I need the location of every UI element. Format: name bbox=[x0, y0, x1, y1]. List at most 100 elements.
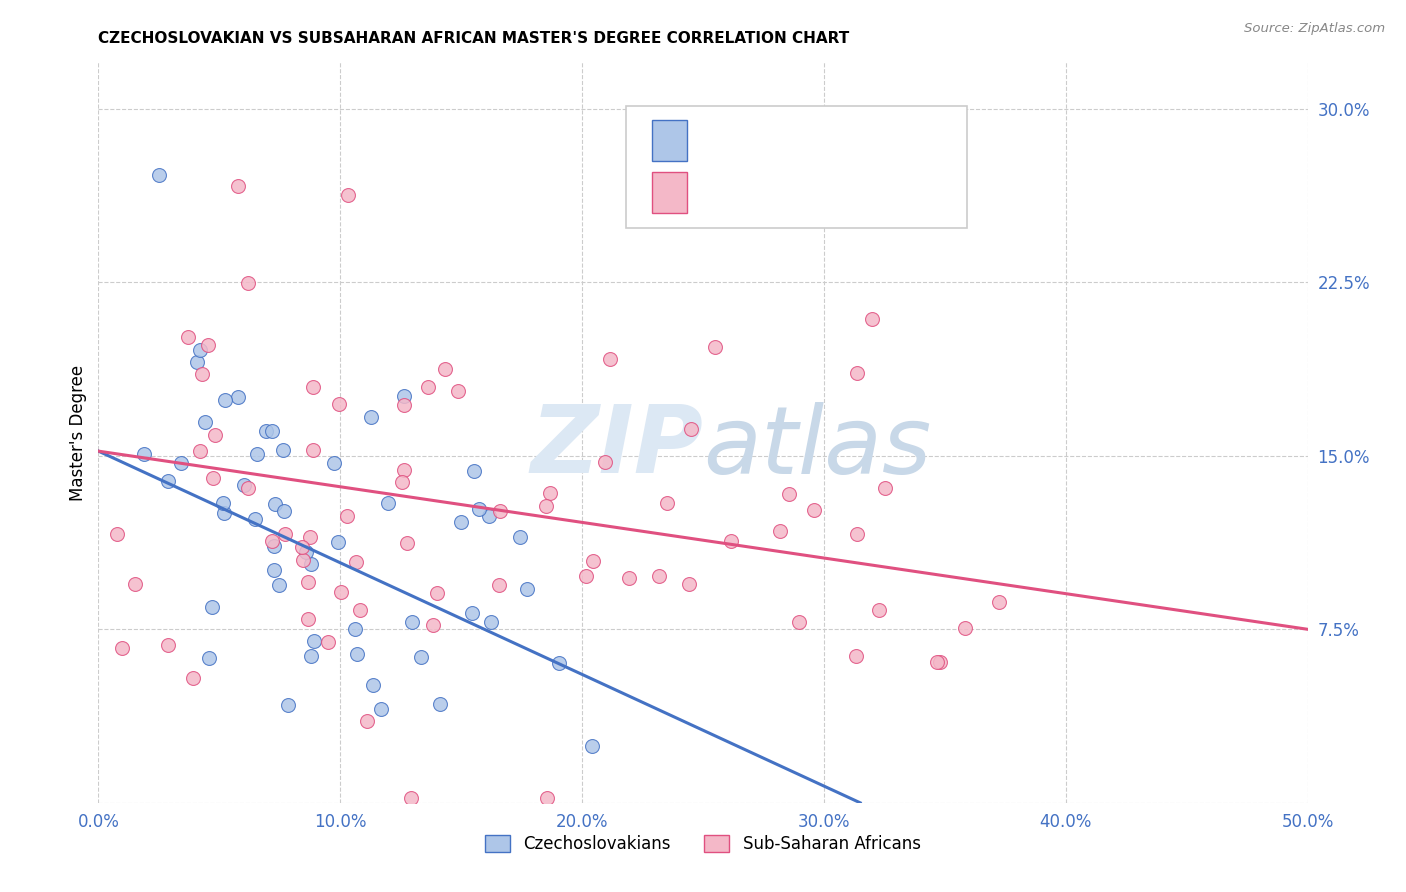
Point bbox=[197, 338, 219, 352]
Point bbox=[396, 536, 419, 550]
Point bbox=[392, 389, 415, 403]
Point bbox=[538, 485, 561, 500]
Point bbox=[377, 495, 399, 509]
Point bbox=[599, 351, 621, 366]
Point bbox=[263, 539, 285, 553]
Point bbox=[297, 612, 319, 626]
Point bbox=[214, 392, 236, 407]
Point bbox=[434, 362, 457, 376]
Point bbox=[212, 506, 235, 520]
Point bbox=[681, 422, 703, 436]
Point bbox=[201, 471, 224, 485]
Text: Source: ZipAtlas.com: Source: ZipAtlas.com bbox=[1244, 22, 1385, 36]
Point bbox=[246, 447, 269, 461]
Point bbox=[343, 622, 366, 636]
Text: N =: N = bbox=[837, 131, 877, 150]
Text: 72: 72 bbox=[882, 183, 908, 202]
Point bbox=[304, 633, 326, 648]
Point bbox=[581, 554, 603, 568]
Point bbox=[291, 540, 314, 554]
Point bbox=[463, 464, 485, 478]
Point bbox=[336, 509, 359, 524]
Point bbox=[617, 571, 640, 585]
Text: 51: 51 bbox=[882, 131, 908, 150]
Point bbox=[105, 527, 128, 541]
Point bbox=[392, 463, 415, 477]
Point bbox=[157, 638, 180, 652]
Point bbox=[273, 504, 295, 518]
Point bbox=[349, 603, 371, 617]
Point bbox=[194, 415, 217, 429]
Point bbox=[186, 355, 208, 369]
Point bbox=[536, 791, 558, 805]
Point bbox=[787, 615, 810, 630]
Point bbox=[298, 530, 321, 544]
Point bbox=[276, 698, 298, 712]
Point bbox=[264, 497, 287, 511]
Point bbox=[953, 622, 976, 636]
Point bbox=[478, 508, 501, 523]
Point bbox=[111, 641, 134, 656]
Point bbox=[581, 739, 603, 753]
Point bbox=[447, 384, 470, 398]
Text: atlas: atlas bbox=[703, 402, 931, 493]
Point bbox=[846, 527, 869, 541]
Legend: Czechoslovakians, Sub-Saharan Africans: Czechoslovakians, Sub-Saharan Africans bbox=[477, 826, 929, 861]
Text: N =: N = bbox=[837, 183, 877, 202]
Point bbox=[204, 427, 226, 442]
Point bbox=[769, 524, 792, 538]
Point bbox=[188, 343, 211, 357]
Point bbox=[548, 656, 571, 670]
Point bbox=[233, 477, 256, 491]
Point bbox=[422, 617, 444, 632]
Point bbox=[176, 330, 198, 344]
Point bbox=[450, 515, 472, 529]
Point bbox=[488, 503, 510, 517]
Point bbox=[299, 648, 322, 663]
Point bbox=[925, 655, 948, 669]
Point bbox=[328, 397, 350, 411]
Point bbox=[846, 366, 869, 380]
Point bbox=[316, 635, 339, 649]
Point bbox=[295, 544, 318, 558]
Point bbox=[860, 312, 883, 326]
Point bbox=[301, 442, 323, 457]
Point bbox=[575, 569, 598, 583]
Text: R =: R = bbox=[699, 183, 740, 202]
Y-axis label: Master's Degree: Master's Degree bbox=[69, 365, 87, 500]
Point bbox=[326, 535, 349, 549]
Point bbox=[360, 410, 382, 425]
Point bbox=[630, 189, 652, 203]
Point bbox=[191, 367, 214, 381]
Text: -0.375: -0.375 bbox=[741, 183, 808, 202]
Point bbox=[263, 563, 285, 577]
Point bbox=[534, 500, 557, 514]
Point bbox=[987, 594, 1010, 608]
Point bbox=[323, 456, 346, 470]
Point bbox=[211, 496, 233, 510]
Point bbox=[401, 615, 423, 630]
Point bbox=[361, 678, 384, 692]
Point bbox=[337, 188, 360, 202]
Point bbox=[254, 424, 277, 438]
Point bbox=[226, 390, 249, 404]
Point bbox=[391, 475, 413, 490]
Point bbox=[426, 585, 449, 599]
Point bbox=[267, 577, 290, 591]
Point bbox=[198, 651, 221, 665]
Point bbox=[429, 697, 451, 711]
Point bbox=[929, 655, 952, 669]
Point bbox=[291, 553, 314, 567]
Point bbox=[297, 574, 319, 589]
Point bbox=[655, 496, 678, 510]
Point bbox=[418, 380, 440, 394]
Point bbox=[181, 671, 204, 685]
Point bbox=[148, 169, 170, 183]
Point bbox=[488, 578, 510, 592]
Point bbox=[399, 791, 422, 805]
Point bbox=[468, 502, 491, 516]
Point bbox=[720, 534, 742, 549]
Point bbox=[157, 474, 180, 488]
Point bbox=[370, 702, 392, 716]
Point bbox=[201, 599, 224, 614]
